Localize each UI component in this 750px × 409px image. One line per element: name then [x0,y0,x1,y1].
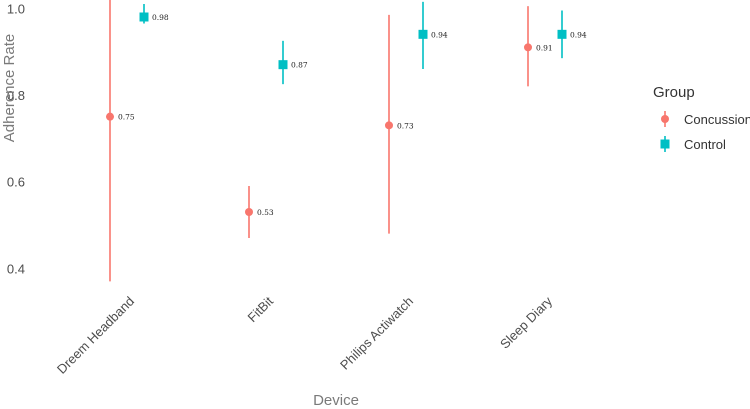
series-control: 0.98 0.87 0.94 0.94 [139,1,587,85]
data-point [524,43,532,52]
y-axis-title: Adherence Rate [1,34,18,142]
x-tick-label: Sleep Diary [497,293,555,351]
y-tick-label: 0.4 [7,261,25,276]
data-label: 0.87 [291,61,308,70]
data-point [385,121,393,130]
legend-label: Control [684,137,726,152]
data-point [557,29,567,39]
plot-area: 0.75 0.53 0.73 0.91 0.98 0.87 0.94 0.94 [106,0,587,282]
x-tick-label: FitBit [245,293,277,325]
data-point [418,29,428,39]
y-tick-label: 0.8 [7,88,25,103]
data-point [245,208,253,216]
series-concussion: 0.75 0.53 0.73 0.91 [106,0,553,282]
data-label: 0.94 [570,30,587,39]
legend-title: Group [653,84,695,101]
data-label: 0.94 [431,30,448,39]
data-label: 0.73 [397,121,414,130]
data-label: 0.53 [257,208,274,217]
y-axis-ticks: 0.4 0.6 0.8 1.0 [7,1,25,276]
legend-key-marker [660,139,670,149]
legend: Group Concussion Control [653,84,750,152]
x-tick-label: Dreem Headband [54,294,137,377]
data-label: 0.91 [536,43,553,52]
data-label: 0.98 [152,13,169,22]
y-tick-label: 1.0 [7,1,25,16]
data-point [139,12,149,22]
legend-key-marker [661,115,669,123]
x-tick-label: Philips Actiwatch [337,294,416,373]
x-axis-title: Device [313,392,359,409]
x-axis-ticks: Dreem Headband FitBit Philips Actiwatch Sle… [54,293,556,377]
data-label: 0.75 [118,113,135,122]
legend-label: Concussion [684,112,750,127]
y-tick-label: 0.6 [7,175,25,190]
data-point [106,112,114,121]
data-point [278,60,288,70]
